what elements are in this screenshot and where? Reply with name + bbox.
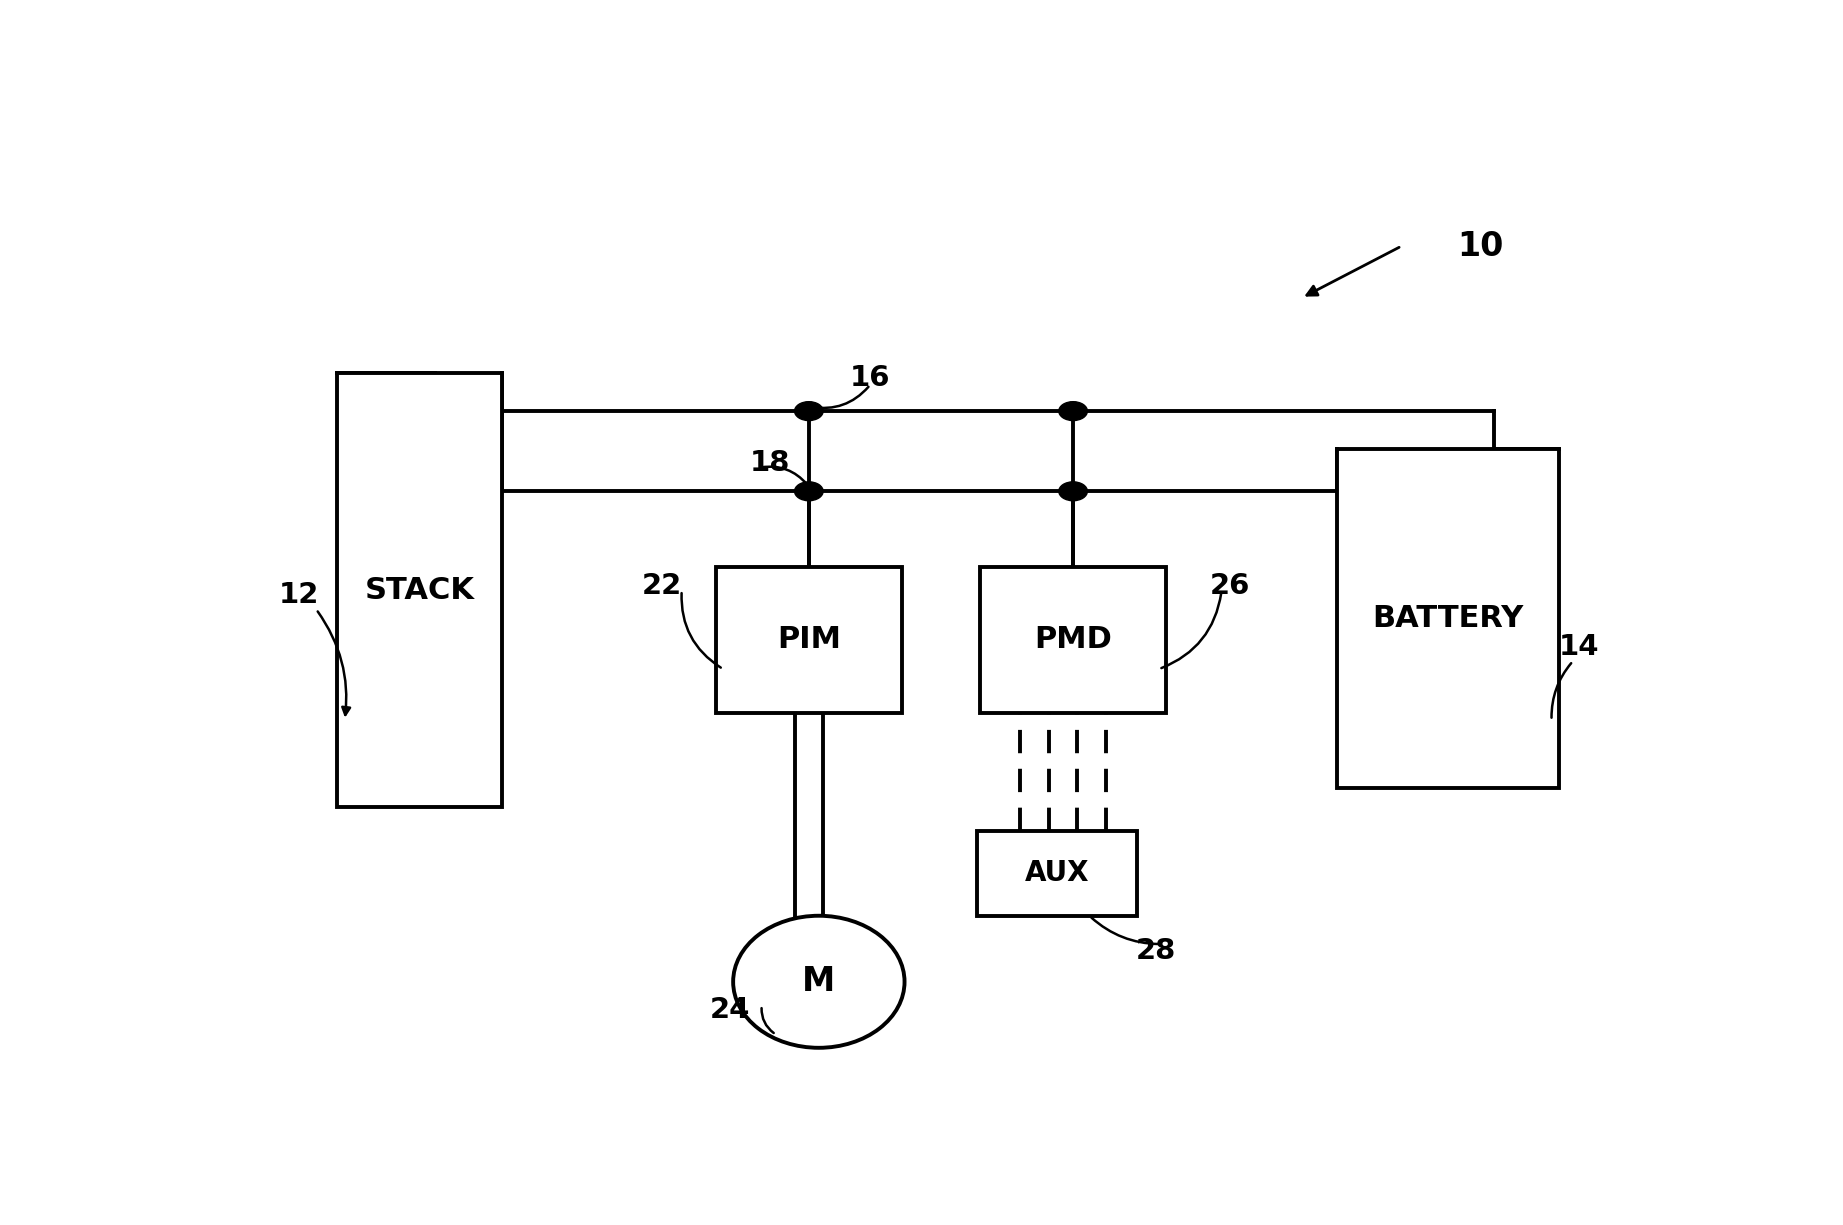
Text: 22: 22 — [641, 572, 682, 599]
Text: BATTERY: BATTERY — [1373, 604, 1524, 633]
Text: STACK: STACK — [365, 576, 475, 605]
Text: PIM: PIM — [778, 625, 840, 654]
Bar — [715, 567, 901, 713]
Circle shape — [1058, 481, 1087, 501]
Text: 18: 18 — [750, 450, 791, 477]
Text: 16: 16 — [850, 364, 890, 392]
Text: M: M — [802, 965, 835, 998]
Text: 28: 28 — [1135, 937, 1176, 964]
Text: 14: 14 — [1559, 633, 1600, 662]
Text: 24: 24 — [710, 996, 750, 1024]
Bar — [977, 831, 1137, 916]
Text: AUX: AUX — [1025, 859, 1089, 887]
Bar — [1338, 448, 1559, 789]
Circle shape — [794, 481, 824, 501]
Text: 10: 10 — [1458, 229, 1504, 262]
Ellipse shape — [734, 916, 905, 1047]
Text: 26: 26 — [1211, 572, 1250, 599]
Circle shape — [794, 402, 824, 420]
Circle shape — [1058, 402, 1087, 420]
Text: 12: 12 — [278, 581, 319, 609]
Bar — [980, 567, 1167, 713]
Text: PMD: PMD — [1034, 625, 1111, 654]
Bar — [337, 374, 501, 807]
